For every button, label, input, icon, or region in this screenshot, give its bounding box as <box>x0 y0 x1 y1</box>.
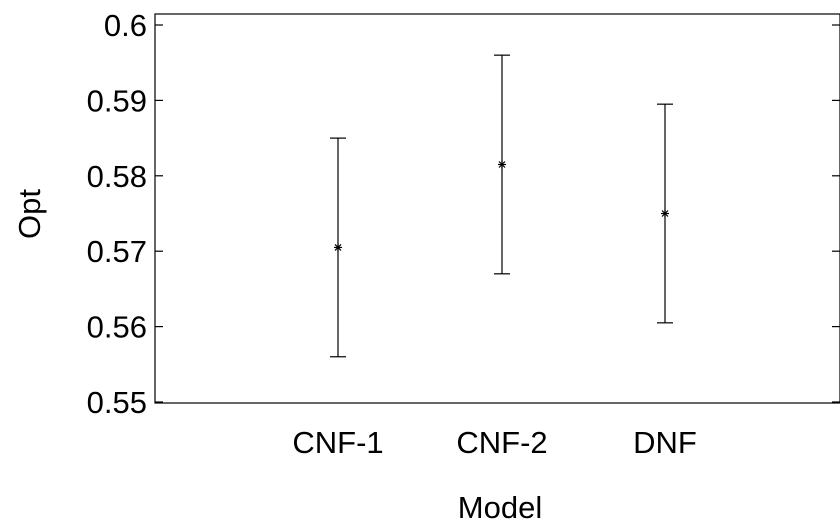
y-tick-label: 0.59 <box>87 83 147 118</box>
x-axis: CNF-1 CNF-2 DNF <box>292 425 697 460</box>
plot-frame <box>154 13 840 404</box>
y-tick-label: 0.56 <box>87 310 147 345</box>
data-series <box>330 54 673 358</box>
error-bar <box>657 103 673 324</box>
x-axis-title: Model <box>458 490 542 525</box>
error-bar <box>494 54 510 275</box>
asterisk-marker <box>334 243 342 252</box>
y-tick-label: 0.58 <box>87 159 147 194</box>
y-axis-title: Opt <box>12 189 47 239</box>
y-tick-label: 0.55 <box>87 385 147 420</box>
y-axis: 0.55 0.56 0.57 0.58 0.59 0.6 <box>87 8 840 420</box>
asterisk-marker <box>661 209 669 218</box>
x-tick-label: DNF <box>633 425 697 460</box>
error-bar <box>330 137 346 358</box>
asterisk-marker <box>498 160 506 169</box>
y-tick-label: 0.6 <box>104 8 147 43</box>
x-tick-label: CNF-2 <box>456 425 547 460</box>
x-tick-label: CNF-1 <box>292 425 383 460</box>
y-tick-label: 0.57 <box>87 234 147 269</box>
